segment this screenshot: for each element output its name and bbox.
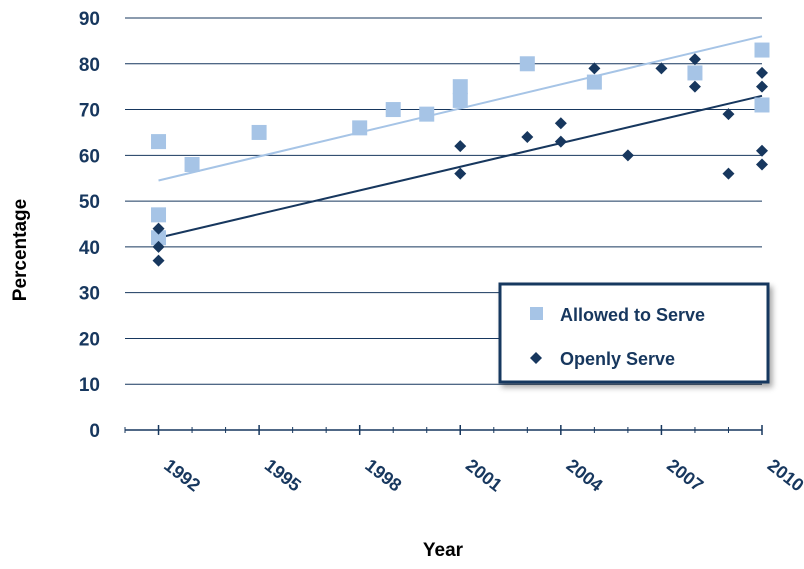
point-openly (152, 240, 165, 253)
point-allowed (452, 79, 468, 95)
point-openly (588, 62, 601, 75)
point-allowed (754, 42, 770, 58)
legend-marker-openly-diamond-icon (530, 352, 542, 364)
point-allowed (385, 102, 401, 118)
y-tick-label: 80 (79, 55, 100, 76)
point-openly (756, 80, 768, 93)
y-tick-label: 50 (79, 192, 100, 213)
point-openly (152, 254, 165, 267)
point-openly (722, 108, 735, 121)
point-allowed (151, 134, 167, 150)
legend-marker-allowed-square-icon (530, 307, 543, 320)
point-openly (756, 144, 768, 157)
y-axis-title: Percentage (10, 199, 31, 301)
legend: Allowed to Serve Openly Serve (498, 282, 770, 384)
point-openly (756, 158, 768, 171)
point-openly (454, 140, 467, 153)
point-openly (688, 80, 701, 93)
point-openly (454, 167, 467, 180)
x-tick-label: 2004 (563, 455, 607, 495)
point-openly (554, 135, 567, 148)
y-tick-label: 70 (79, 101, 100, 122)
x-axis-title: Year (423, 540, 464, 561)
trendlines (158, 35, 763, 239)
data-points (151, 42, 770, 267)
point-openly (554, 117, 567, 130)
point-allowed (754, 97, 770, 113)
point-allowed (452, 92, 468, 108)
x-tick-label: 1998 (361, 455, 405, 495)
x-tick-label: 1995 (261, 455, 305, 495)
legend-label-openly: Openly Serve (560, 349, 675, 369)
point-allowed (687, 65, 703, 81)
legend-box (498, 282, 770, 384)
point-allowed (419, 106, 435, 122)
trendline-openly (158, 94, 763, 239)
x-tick-label: 2007 (663, 455, 707, 495)
point-allowed (352, 120, 368, 136)
point-allowed (184, 156, 200, 172)
y-tick-label: 0 (89, 421, 100, 442)
point-allowed (251, 124, 267, 140)
gridlines (125, 17, 762, 385)
point-openly (655, 62, 668, 75)
point-allowed (586, 74, 602, 90)
x-tick-label: 2001 (462, 455, 506, 495)
y-tick-label: 20 (79, 329, 100, 350)
x-tick-label: 1992 (160, 455, 204, 495)
point-openly (722, 167, 735, 180)
point-openly (152, 222, 165, 235)
point-allowed (151, 207, 167, 223)
point-openly (521, 131, 534, 144)
x-tick-label: 2010 (764, 455, 804, 495)
y-tick-label: 90 (79, 9, 100, 30)
point-allowed (151, 230, 167, 246)
point-openly (688, 53, 701, 66)
y-tick-label: 40 (79, 238, 100, 259)
point-allowed (519, 56, 535, 72)
y-tick-label: 10 (79, 375, 100, 396)
point-openly (756, 66, 768, 79)
point-openly (621, 149, 634, 162)
trendline-allowed (158, 35, 763, 182)
y-tick-label: 30 (79, 284, 100, 305)
y-tick-label: 60 (79, 146, 100, 167)
legend-label-allowed: Allowed to Serve (560, 305, 705, 325)
